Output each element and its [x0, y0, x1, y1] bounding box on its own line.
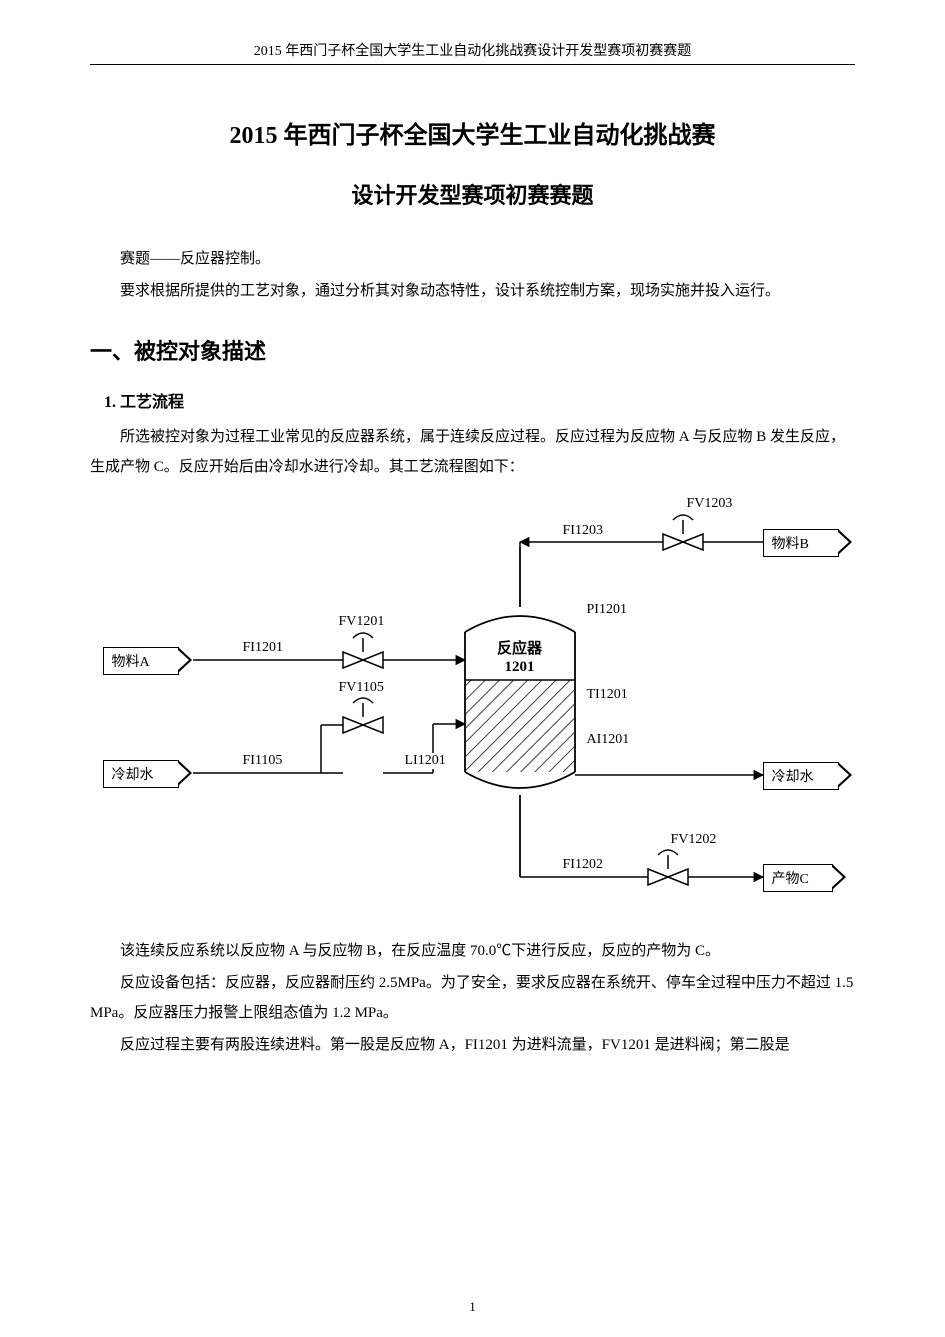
- section1-p2: 该连续反应系统以反应物 A 与反应物 B，在反应温度 70.0℃下进行反应，反应…: [90, 936, 855, 966]
- valve-fv1202: [648, 850, 688, 885]
- page-number: 1: [0, 1299, 945, 1315]
- intro-p1: 赛题——反应器控制。: [90, 244, 855, 274]
- label-fv1105: FV1105: [339, 680, 384, 696]
- label-fv1203: FV1203: [687, 496, 733, 512]
- valve-fv1105: [321, 698, 383, 773]
- label-fi1202: FI1202: [563, 857, 603, 873]
- section1-p3: 反应设备包括：反应器，反应器耐压约 2.5MPa。为了安全，要求反应器在系统开、…: [90, 968, 855, 1028]
- tag-coolant-in: 冷却水: [103, 760, 179, 788]
- label-fv1201: FV1201: [339, 614, 385, 630]
- tag-material-a: 物料A: [103, 647, 179, 675]
- label-li1201: LI1201: [405, 753, 446, 769]
- diagram-svg: [93, 492, 853, 922]
- label-ti1201: TI1201: [587, 687, 628, 703]
- reactor-vessel: [465, 547, 575, 877]
- label-fi1201: FI1201: [243, 640, 283, 656]
- intro-p2: 要求根据所提供的工艺对象，通过分析其对象动态特性，设计系统控制方案，现场实施并投…: [90, 276, 855, 306]
- label-fi1203: FI1203: [563, 523, 603, 539]
- section1-p1: 所选被控对象为过程工业常见的反应器系统，属于连续反应过程。反应过程为反应物 A …: [90, 422, 855, 482]
- valve-fv1203: [663, 515, 703, 550]
- section1-p4: 反应过程主要有两股连续进料。第一股是反应物 A，FI1201 为进料流量，FV1…: [90, 1030, 855, 1060]
- label-ai1201: AI1201: [587, 732, 630, 748]
- process-flow-diagram: 物料A 冷却水 物料B 冷却水 产物C 反应器 1201 FI1201 FV12…: [93, 492, 853, 922]
- label-pi1201: PI1201: [587, 602, 627, 618]
- tag-product-c: 产物C: [763, 864, 833, 892]
- header-rule: [90, 64, 855, 65]
- section1-sub1: 1. 工艺流程: [104, 388, 855, 412]
- line-material-b: [520, 542, 763, 547]
- running-header: 2015 年西门子杯全国大学生工业自动化挑战赛设计开发型赛项初赛赛题: [90, 40, 855, 60]
- valve-fv1201: [343, 633, 383, 668]
- reactor-label: 反应器 1201: [475, 640, 565, 676]
- reactor-label-line1: 反应器: [497, 641, 542, 657]
- reactor-label-line2: 1201: [505, 659, 535, 675]
- tag-material-b: 物料B: [763, 529, 839, 557]
- tag-coolant-out: 冷却水: [763, 762, 839, 790]
- label-fi1105: FI1105: [243, 753, 283, 769]
- label-fv1202: FV1202: [671, 832, 717, 848]
- section1-heading: 一、被控对象描述: [90, 334, 855, 366]
- main-title-2: 设计开发型赛项初赛赛题: [90, 178, 855, 210]
- main-title-1: 2015 年西门子杯全国大学生工业自动化挑战赛: [90, 115, 855, 150]
